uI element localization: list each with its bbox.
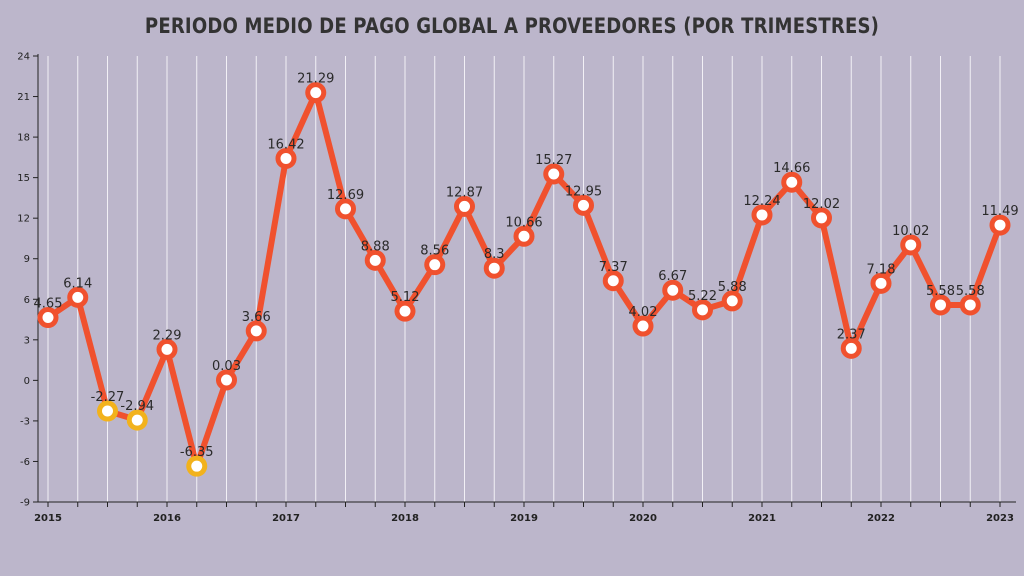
data-point <box>513 225 535 247</box>
data-point <box>900 234 922 256</box>
y-tick-label: 3 <box>24 335 30 346</box>
data-label: 3.66 <box>242 310 271 325</box>
data-label: 11.49 <box>981 204 1018 219</box>
data-label: 5.88 <box>718 280 747 295</box>
data-label: 8.3 <box>484 247 505 262</box>
x-tick-label: 2018 <box>391 513 419 524</box>
data-point <box>602 270 624 292</box>
y-tick-label: 21 <box>17 92 30 103</box>
x-tick-label: 2017 <box>272 513 300 524</box>
y-tick-label: -9 <box>20 498 30 509</box>
data-point <box>483 257 505 279</box>
data-label: -2.94 <box>120 399 154 414</box>
data-label: 4.65 <box>34 297 63 312</box>
data-label: 4.02 <box>629 305 658 320</box>
data-label: 5.58 <box>926 284 955 299</box>
x-tick-label: 2019 <box>510 513 538 524</box>
data-point <box>67 286 89 308</box>
data-point <box>870 272 892 294</box>
data-point <box>156 338 178 360</box>
data-label: 12.69 <box>327 188 364 203</box>
data-label: 8.88 <box>361 239 390 254</box>
y-tick-label: 9 <box>24 254 30 265</box>
data-point <box>454 195 475 217</box>
data-point <box>543 163 565 185</box>
data-point <box>662 279 684 301</box>
data-label: 8.56 <box>420 244 449 259</box>
data-point <box>959 294 981 316</box>
data-point <box>424 254 446 276</box>
y-tick-label: 0 <box>24 376 30 387</box>
data-label: 2.37 <box>837 327 866 342</box>
x-tick-label: 2016 <box>153 513 181 524</box>
x-tick-label: 2020 <box>629 513 657 524</box>
data-point <box>97 400 118 422</box>
data-point <box>811 207 832 229</box>
data-label: 15.27 <box>535 153 572 168</box>
data-point <box>573 194 594 216</box>
data-point <box>840 337 862 359</box>
y-tick-label: -3 <box>20 416 30 427</box>
data-point <box>364 249 386 271</box>
data-label: 7.18 <box>867 262 896 277</box>
data-label: 12.95 <box>565 184 602 199</box>
data-label: 5.12 <box>391 290 420 305</box>
chart-title: PERIODO MEDIO DE PAGO GLOBAL A PROVEEDOR… <box>144 14 880 38</box>
data-point <box>216 369 237 391</box>
y-tick-label: 12 <box>17 214 30 225</box>
data-point <box>335 198 356 220</box>
data-point <box>751 204 773 226</box>
data-label: 16.42 <box>267 137 304 152</box>
y-tick-label: 18 <box>17 133 30 144</box>
data-point <box>632 315 654 337</box>
x-tick-label: 2022 <box>867 513 895 524</box>
data-label: 14.66 <box>773 161 810 176</box>
data-point <box>692 299 713 321</box>
y-tick-label: 24 <box>17 52 30 63</box>
data-label: 5.22 <box>688 289 717 304</box>
data-label: -2.27 <box>91 390 125 405</box>
data-label: -6.35 <box>180 445 214 460</box>
data-label: 7.37 <box>599 260 628 275</box>
data-label: 12.24 <box>743 194 780 209</box>
data-point <box>989 214 1011 236</box>
data-label: 10.02 <box>892 224 929 239</box>
data-point <box>721 290 743 312</box>
data-point <box>186 455 208 477</box>
data-label: 0.03 <box>212 359 241 374</box>
y-tick-label: 15 <box>17 173 30 184</box>
data-point <box>37 307 59 329</box>
data-point <box>394 300 416 322</box>
data-label: 10.66 <box>505 215 542 230</box>
data-label: 12.87 <box>446 185 483 200</box>
data-label: 2.29 <box>153 328 182 343</box>
data-label: 21.29 <box>297 72 334 87</box>
data-label: 12.02 <box>803 197 840 212</box>
data-point <box>930 294 951 316</box>
x-tick-label: 2023 <box>986 513 1014 524</box>
y-tick-label: -6 <box>20 457 30 468</box>
data-point <box>245 320 267 342</box>
x-tick-label: 2021 <box>748 513 776 524</box>
data-label: 6.67 <box>658 269 687 284</box>
x-tick-label: 2015 <box>34 513 62 524</box>
data-point <box>275 147 297 169</box>
data-point <box>305 82 327 104</box>
data-point <box>126 409 148 431</box>
data-label: 6.14 <box>63 276 92 291</box>
y-tick-label: 6 <box>24 295 30 306</box>
data-label: 5.58 <box>956 284 985 299</box>
data-point <box>781 171 803 193</box>
